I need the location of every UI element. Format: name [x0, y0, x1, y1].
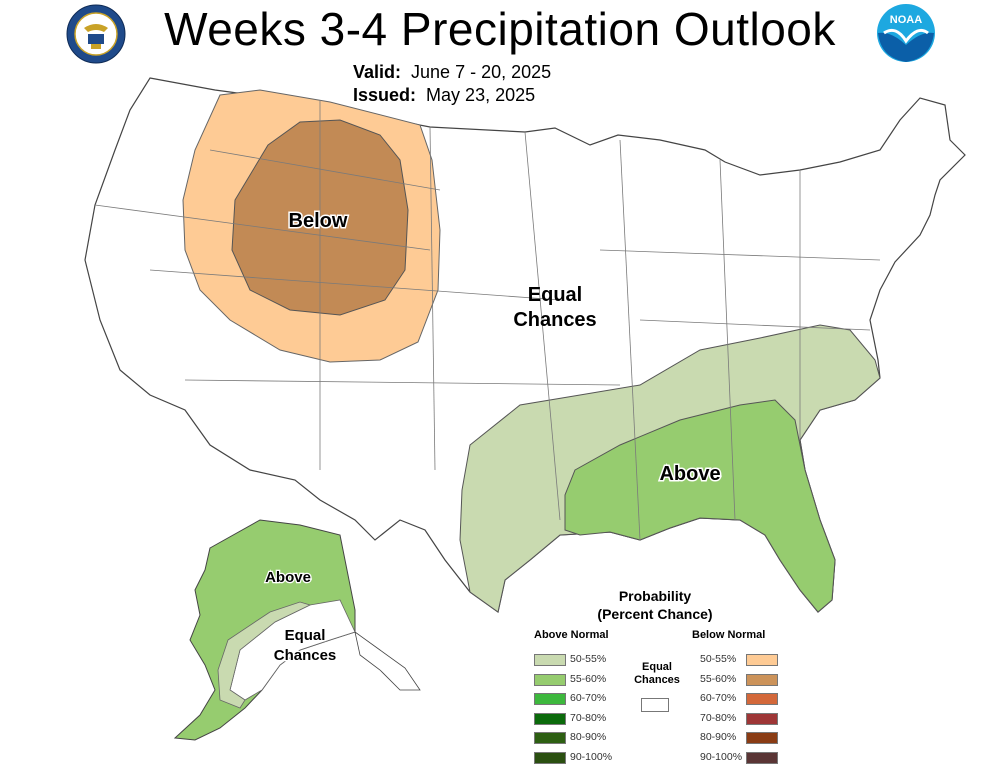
- legend-above-label: 70-80%: [570, 711, 607, 724]
- legend-below-swatch: [746, 693, 778, 705]
- legend-below-header: Below Normal: [692, 629, 766, 641]
- page-title: Weeks 3-4 Precipitation Outlook: [164, 3, 836, 55]
- legend-below-label: 55-60%: [700, 672, 737, 685]
- noaa-logo-text: NOAA: [890, 14, 922, 26]
- label-alaska-above: Above: [265, 569, 311, 586]
- legend-above-header: Above Normal: [534, 629, 609, 641]
- legend-above-swatch: [534, 751, 566, 764]
- legend-above-label: 55-60%: [570, 672, 607, 685]
- legend-below-label: 50-55%: [700, 653, 737, 665]
- label-equal-line1: Equal: [528, 284, 582, 306]
- legend-below-swatch: [746, 732, 778, 744]
- label-alaska-equal-line1: Equal: [285, 627, 326, 644]
- legend-equal-line1: Equal: [642, 661, 672, 673]
- legend-below-swatch: [746, 712, 778, 725]
- issued-value: May 23, 2025: [426, 85, 536, 105]
- label-alaska-equal-line2: Chances: [274, 647, 337, 664]
- above-55-60-se-region: [564, 399, 836, 613]
- legend-above-swatch: [534, 712, 566, 725]
- legend-below-label: 60-70%: [700, 692, 737, 704]
- legend-above-swatch: [534, 654, 566, 666]
- legend-equal-line2: Chances: [634, 674, 680, 686]
- label-equal-line2: Chances: [513, 309, 596, 331]
- legend-below-label: 90-100%: [700, 750, 743, 763]
- legend-title: Probability (Percent Chance): [560, 587, 750, 623]
- legend-below-swatch: [746, 751, 778, 764]
- legend-above-label: 90-100%: [570, 750, 613, 763]
- legend-equal-label: Equal Chances: [628, 661, 686, 687]
- valid-issued-block: Valid: June 7 - 20, 2025 Issued: May 23,…: [353, 61, 551, 107]
- alaska-above-light-band: [217, 601, 312, 709]
- noaa-logo-icon: NOAA: [877, 4, 935, 62]
- legend-above-swatch: [534, 673, 566, 686]
- legend-above-swatch: [534, 693, 566, 705]
- label-above-se: Above: [659, 463, 720, 485]
- legend-title-line1: Probability: [618, 588, 692, 604]
- label-below: Below: [289, 210, 348, 232]
- state-lines: [94, 100, 881, 541]
- alaska-panhandle: [354, 631, 421, 691]
- legend-title-line2: (Percent Chance): [597, 606, 713, 622]
- commerce-seal-icon: [66, 4, 126, 64]
- legend-below-label: 70-80%: [700, 711, 737, 724]
- legend-above-label: 80-90%: [570, 731, 607, 743]
- valid-label: Valid:: [353, 62, 402, 82]
- legend-above-label: 60-70%: [570, 692, 607, 704]
- legend-below-label: 80-90%: [700, 731, 737, 743]
- legend-below-swatch: [746, 673, 778, 686]
- issued-label: Issued:: [353, 85, 417, 105]
- valid-value: June 7 - 20, 2025: [411, 62, 552, 82]
- legend-above-swatch: [534, 732, 566, 744]
- legend-above-label: 50-55%: [570, 653, 607, 665]
- legend-equal-swatch: [641, 698, 669, 712]
- legend-below-swatch: [746, 654, 778, 666]
